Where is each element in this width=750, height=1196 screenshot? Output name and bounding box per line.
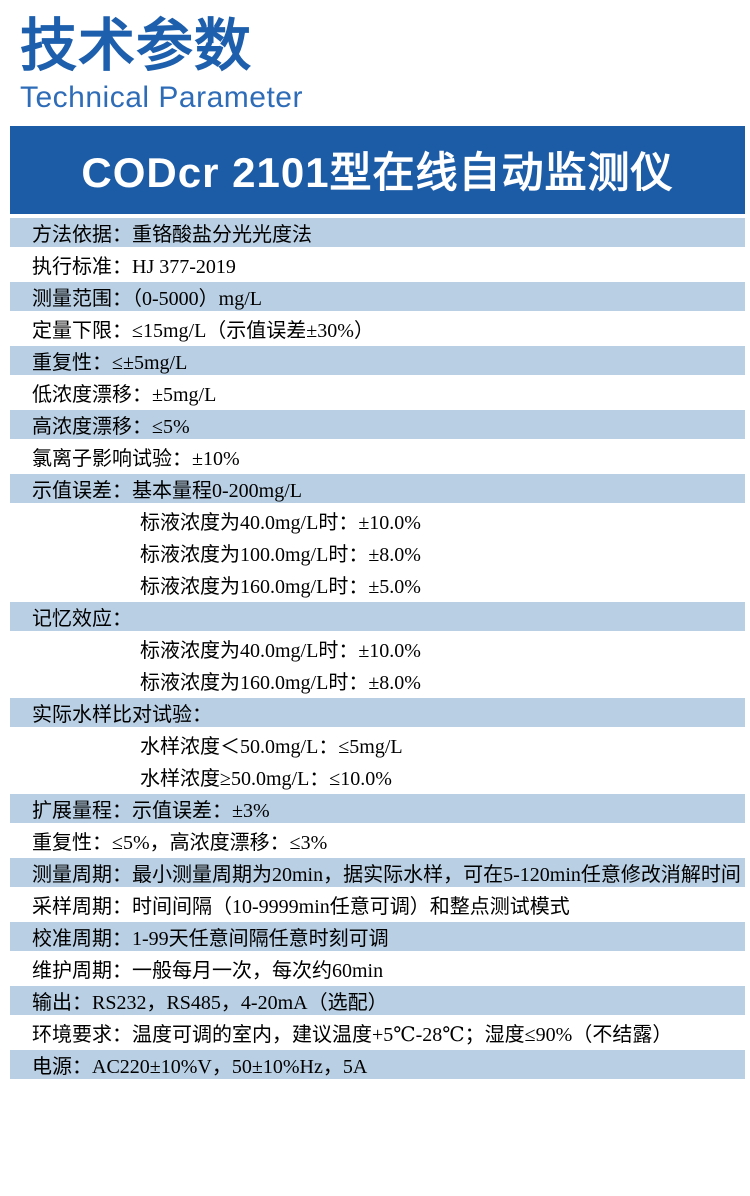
row-text: 低浓度漂移：±5mg/L [32, 383, 217, 406]
page-subtitle: Technical Parameter [20, 80, 303, 114]
table-row: 实际水样比对试验： [10, 697, 745, 727]
row-text: 标液浓度为160.0mg/L时：±8.0% [140, 671, 421, 694]
table-row: 水样浓度≥50.0mg/L：≤10.0% [10, 762, 745, 791]
table-row: 定量下限：≤15mg/L（示值误差±30%） [10, 314, 745, 343]
row-text: 水样浓度≥50.0mg/L：≤10.0% [140, 767, 392, 790]
table-row: 标液浓度为160.0mg/L时：±8.0% [10, 666, 745, 695]
row-text: 执行标准：HJ 377-2019 [32, 255, 236, 278]
table-row: 标液浓度为100.0mg/L时：±8.0% [10, 538, 745, 567]
table-row: 重复性：≤±5mg/L [10, 345, 745, 375]
table-row: 记忆效应： [10, 601, 745, 631]
row-text: 输出：RS232，RS485，4-20mA（选配） [32, 991, 388, 1014]
row-text: 标液浓度为40.0mg/L时：±10.0% [140, 639, 421, 662]
row-text: 标液浓度为160.0mg/L时：±5.0% [140, 575, 421, 598]
row-text: 测量范围：（0-5000）mg/L [32, 287, 262, 310]
table-row: 高浓度漂移：≤5% [10, 409, 745, 439]
row-text: 重复性：≤±5mg/L [32, 351, 188, 374]
table-row: 低浓度漂移：±5mg/L [10, 378, 745, 407]
row-text: 氯离子影响试验：±10% [32, 447, 240, 470]
row-text: 重复性：≤5%，高浓度漂移：≤3% [32, 831, 328, 854]
table-row: 方法依据：重铬酸盐分光光度法 [10, 217, 745, 247]
table-row: 采样周期：时间间隔（10-9999min任意可调）和整点测试模式 [10, 890, 745, 919]
row-text: 测量周期：最小测量周期为20min，据实际水样，可在5-120min任意修改消解… [32, 863, 741, 886]
row-text: 扩展量程：示值误差：±3% [32, 799, 270, 822]
table-row: 重复性：≤5%，高浓度漂移：≤3% [10, 826, 745, 855]
table-row: 氯离子影响试验：±10% [10, 442, 745, 471]
product-banner: CODcr 2101型在线自动监测仪 [10, 125, 745, 214]
table-row: 输出：RS232，RS485，4-20mA（选配） [10, 985, 745, 1015]
table-row: 标液浓度为160.0mg/L时：±5.0% [10, 570, 745, 599]
row-text: 定量下限：≤15mg/L（示值误差±30%） [32, 319, 374, 342]
table-row: 维护周期：一般每月一次，每次约60min [10, 954, 745, 983]
row-text: 维护周期：一般每月一次，每次约60min [32, 959, 384, 982]
table-row: 标液浓度为40.0mg/L时：±10.0% [10, 506, 745, 535]
page-header: 技术参数 Technical Parameter [0, 0, 750, 113]
spec-table: 方法依据：重铬酸盐分光光度法 执行标准：HJ 377-2019 测量范围：（0-50… [10, 217, 745, 1079]
table-row: 扩展量程：示值误差：±3% [10, 793, 745, 823]
table-row: 测量周期：最小测量周期为20min，据实际水样，可在5-120min任意修改消解… [10, 857, 745, 887]
table-row: 测量范围：（0-5000）mg/L [10, 281, 745, 311]
row-text: 采样周期：时间间隔（10-9999min任意可调）和整点测试模式 [32, 895, 570, 918]
row-text: 环境要求：温度可调的室内，建议温度+5℃-28℃；湿度≤90%（不结露） [32, 1023, 673, 1046]
table-row: 示值误差：基本量程0-200mg/L [10, 473, 745, 503]
table-row: 执行标准：HJ 377-2019 [10, 250, 745, 279]
table-row: 水样浓度＜50.0mg/L：≤5mg/L [10, 730, 745, 759]
table-row: 电源：AC220±10%V，50±10%Hz，5A [10, 1049, 745, 1079]
row-text: 方法依据：重铬酸盐分光光度法 [32, 223, 312, 246]
row-text: 标液浓度为100.0mg/L时：±8.0% [140, 543, 421, 566]
table-row: 标液浓度为40.0mg/L时：±10.0% [10, 634, 745, 663]
row-text: 示值误差：基本量程0-200mg/L [32, 479, 302, 502]
page-title: 技术参数 [20, 14, 252, 78]
row-text: 实际水样比对试验： [32, 703, 212, 726]
row-text: 电源：AC220±10%V，50±10%Hz，5A [32, 1055, 368, 1078]
row-text: 水样浓度＜50.0mg/L：≤5mg/L [140, 735, 403, 758]
table-row: 校准周期：1-99天任意间隔任意时刻可调 [10, 921, 745, 951]
table-row: 环境要求：温度可调的室内，建议温度+5℃-28℃；湿度≤90%（不结露） [10, 1018, 745, 1047]
row-text: 标液浓度为40.0mg/L时：±10.0% [140, 511, 421, 534]
row-text: 校准周期：1-99天任意间隔任意时刻可调 [32, 927, 389, 950]
row-text: 高浓度漂移：≤5% [32, 415, 190, 438]
product-banner-title: CODcr 2101型在线自动监测仪 [81, 149, 674, 197]
row-text: 记忆效应： [32, 607, 132, 630]
